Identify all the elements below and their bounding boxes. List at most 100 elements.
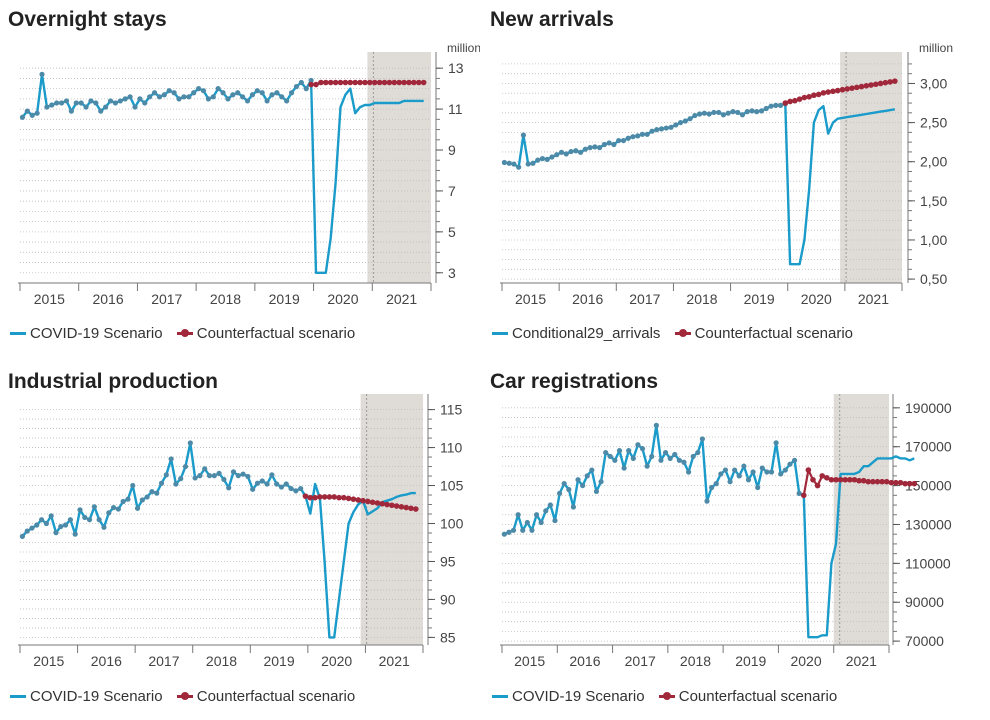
y-tick-label: 115 [440,402,463,418]
data-point-covid [187,440,193,446]
data-point-counterfactual [853,84,860,91]
data-point-counterfactual [352,79,358,86]
data-point-covid [230,469,237,475]
data-point-covid [269,92,275,98]
data-point-covid [556,490,563,496]
data-point-covid [127,94,133,100]
x-tick-label: 2015 [515,291,546,307]
data-point-counterfactual [393,503,400,509]
data-point-covid [543,508,549,514]
y-tick-label: 2,00 [920,154,947,170]
data-point-covid [606,140,612,146]
data-point-counterfactual [398,503,405,510]
data-point-covid [264,98,270,104]
data-point-counterfactual [350,496,357,502]
data-point-covid [216,470,222,476]
chart-title: Industrial production [8,370,218,393]
chart-plot: 70000 90000 110000 130000 150000 170000 190000… [500,394,952,669]
data-point-covid [107,98,114,104]
data-point-counterfactual [403,504,410,511]
data-point-covid [112,100,119,106]
data-point-counterfactual [814,482,821,489]
data-point-counterfactual [321,494,328,500]
data-point-covid [91,504,97,510]
legend-item-counterfactual: Counterfactual scenario [674,325,853,342]
data-point-covid [592,144,598,150]
x-tick-label: 2018 [206,653,237,669]
data-point-covid [83,104,89,110]
data-point-covid [96,517,102,523]
data-point-covid [791,457,798,463]
data-point-covid [639,446,646,452]
data-point-covid [240,471,246,477]
data-point-counterfactual [856,477,862,484]
data-point-counterfactual [824,475,830,481]
data-point-counterfactual [379,500,386,507]
chart-title: Car registrations [490,370,659,393]
data-point-covid [240,94,246,100]
data-point-covid [524,519,530,526]
data-point-counterfactual [396,79,402,86]
data-point-covid [745,477,752,483]
data-point-counterfactual [883,478,890,485]
data-point-covid [630,455,636,461]
x-tick-label: 2018 [680,653,711,669]
x-tick-label: 2021 [858,291,889,307]
data-point-covid [293,83,300,90]
x-tick-label: 2020 [801,291,832,307]
data-point-counterfactual [376,79,383,86]
data-point-covid [63,98,70,104]
data-point-counterfactual [828,476,835,483]
data-point-covid [44,104,50,110]
data-point-covid [768,469,775,475]
x-tick-label: 2016 [572,291,603,307]
data-point-covid [782,467,788,473]
data-point-covid [284,98,290,104]
data-point-covid [716,109,722,116]
data-point-covid [171,90,177,96]
chart-plot: 3 5 7 9 11 13 million 2015 2016 2017 2018 2019 2020 2… [18,41,480,307]
legend: COVID-19 Scenario Counterfactual scenari… [10,685,365,705]
legend: Conditional29_arrivals Counterfactual sc… [492,322,863,342]
data-point-covid [763,105,769,112]
series-line-covid [503,424,915,639]
data-point-counterfactual [833,476,839,483]
data-point-covid [68,108,74,114]
legend-item-counterfactual: Counterfactual scenario [658,688,837,705]
data-point-covid [88,98,94,104]
data-point-counterfactual [839,86,846,93]
data-point-counterfactual [792,97,798,104]
data-point-counterfactual [401,79,407,86]
legend-label: COVID-19 Scenario [30,688,163,705]
x-tick-label: 2015 [34,291,65,307]
y-tick-label: 3 [448,265,456,281]
data-point-covid [264,481,270,487]
y-tick-label: 7 [448,183,456,199]
data-point-covid [687,116,693,122]
data-point-covid [98,108,104,114]
data-point-covid [653,422,659,428]
data-point-covid [195,86,202,92]
data-point-covid [685,469,692,475]
data-point-covid [580,482,586,489]
y-tick-label: 3,00 [920,75,947,91]
data-point-covid [566,486,572,493]
data-point-covid [730,109,736,115]
data-point-covid [156,94,163,100]
y-tick-label: 13 [448,60,464,76]
x-tick-label: 2017 [148,653,179,669]
data-point-covid [709,484,715,491]
data-point-covid [220,90,226,96]
legend-label: Counterfactual scenario [196,688,356,705]
data-point-counterfactual [384,501,390,508]
data-point-counterfactual [830,88,836,95]
data-point-covid [259,90,265,96]
data-point-covid [754,109,760,115]
data-point-covid [547,502,553,508]
data-point-covid [603,449,609,456]
data-point-counterfactual [357,79,363,86]
data-point-covid [577,149,584,155]
data-point-covid [673,122,679,128]
data-point-covid [115,506,121,512]
data-point-covid [570,504,577,510]
